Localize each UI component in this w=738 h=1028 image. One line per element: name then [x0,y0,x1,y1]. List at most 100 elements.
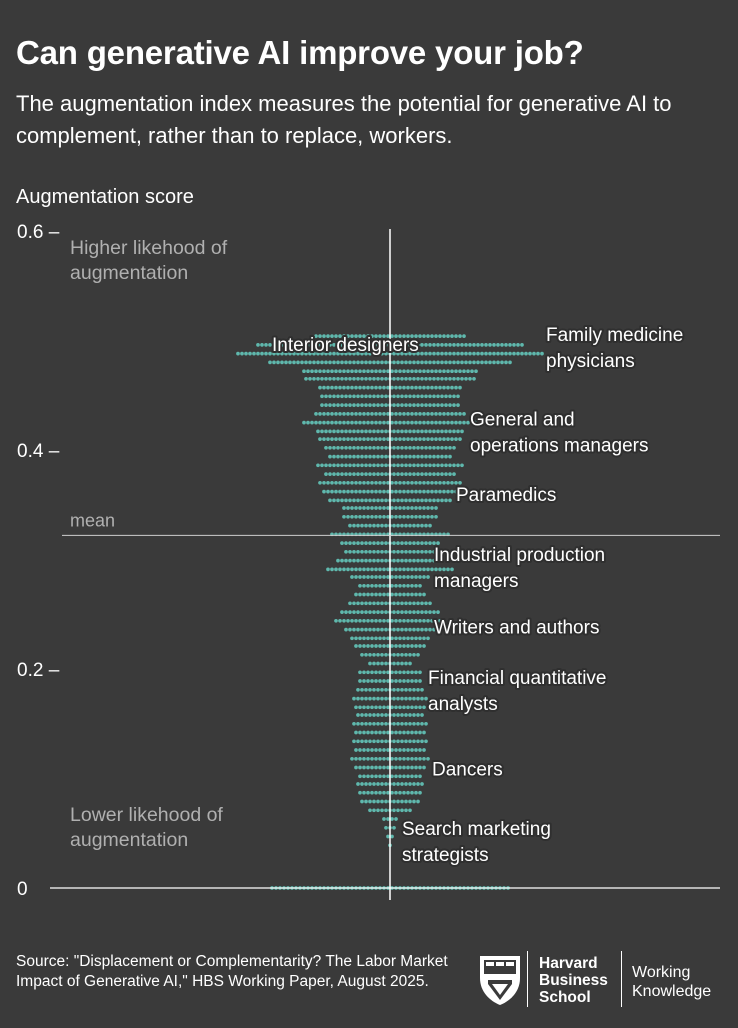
data-point [404,696,408,701]
data-point [476,351,480,356]
data-point [444,351,448,356]
data-point [352,454,356,459]
data-point [340,472,344,476]
data-point [382,420,386,425]
data-point [414,575,418,579]
data-point [390,790,394,795]
data-point [402,756,406,761]
data-point [330,567,334,572]
data-point [448,343,452,347]
data-point [382,705,386,710]
data-point [412,360,416,365]
data-point [488,360,492,365]
data-point [382,765,386,770]
data-point [422,369,426,374]
data-point [354,730,358,735]
data-point [408,360,412,365]
data-point [314,420,318,425]
data-point [380,498,384,503]
data-point [396,601,400,606]
data-point [260,343,264,347]
data-point [456,463,460,468]
data-point [474,369,478,374]
data-point [356,713,360,717]
data-point [328,376,332,381]
data-point [520,351,524,356]
data-point [424,696,428,701]
data-point [392,782,396,786]
data-point [394,748,398,752]
occupation-label: strategists [402,845,489,866]
data-point [386,437,390,441]
data-point [328,343,332,347]
data-point [370,636,374,641]
data-point [414,670,418,675]
data-point [350,618,354,623]
data-point [358,765,362,770]
data-point [376,403,380,407]
data-point [414,583,418,588]
hbs-line: Business [539,972,608,989]
data-point [354,618,358,623]
data-point [380,696,384,701]
data-point [402,385,406,390]
data-point [420,696,424,701]
data-point [360,463,364,468]
data-point [406,575,410,579]
data-point [468,343,472,347]
data-point [402,506,406,510]
data-point [374,679,378,683]
data-point [394,412,398,416]
data-point [420,558,424,563]
data-point [432,541,436,545]
data-point [410,618,414,623]
data-point [410,748,414,752]
data-point [360,523,364,528]
data-point [348,351,352,356]
data-point [394,480,398,485]
data-point [408,376,412,381]
data-point [364,403,368,407]
data-point [432,463,436,468]
data-point [378,369,382,374]
data-point [372,799,376,804]
data-point [480,351,484,356]
data-point [446,334,450,338]
data-point [334,420,338,425]
data-point [352,351,356,356]
data-point [394,567,398,572]
data-point [358,420,362,425]
data-point [406,437,410,441]
region-label-low: augmentation [70,829,188,851]
data-point [324,360,328,365]
data-point [410,514,414,519]
data-point [376,541,380,545]
occupation-label: operations managers [470,435,649,456]
data-point [356,687,360,692]
data-point [396,661,400,666]
data-point [426,437,430,441]
data-point [318,420,322,425]
data-point [436,558,440,563]
data-point [384,721,388,726]
hbs-wordmark: Harvard Business School [539,955,608,1006]
data-point [330,369,334,374]
data-point [338,412,342,416]
data-point [368,376,372,381]
data-point [392,661,396,666]
data-point [400,343,404,347]
data-point [346,412,350,416]
data-point [444,454,448,459]
data-point [460,463,464,468]
data-point [402,670,406,675]
data-point [376,739,380,744]
data-point [440,463,444,468]
data-point [422,437,426,441]
data-point [392,549,396,554]
data-point [384,610,388,614]
data-point [392,610,396,614]
data-point [366,420,370,425]
data-point [416,627,420,632]
data-point [424,601,428,606]
